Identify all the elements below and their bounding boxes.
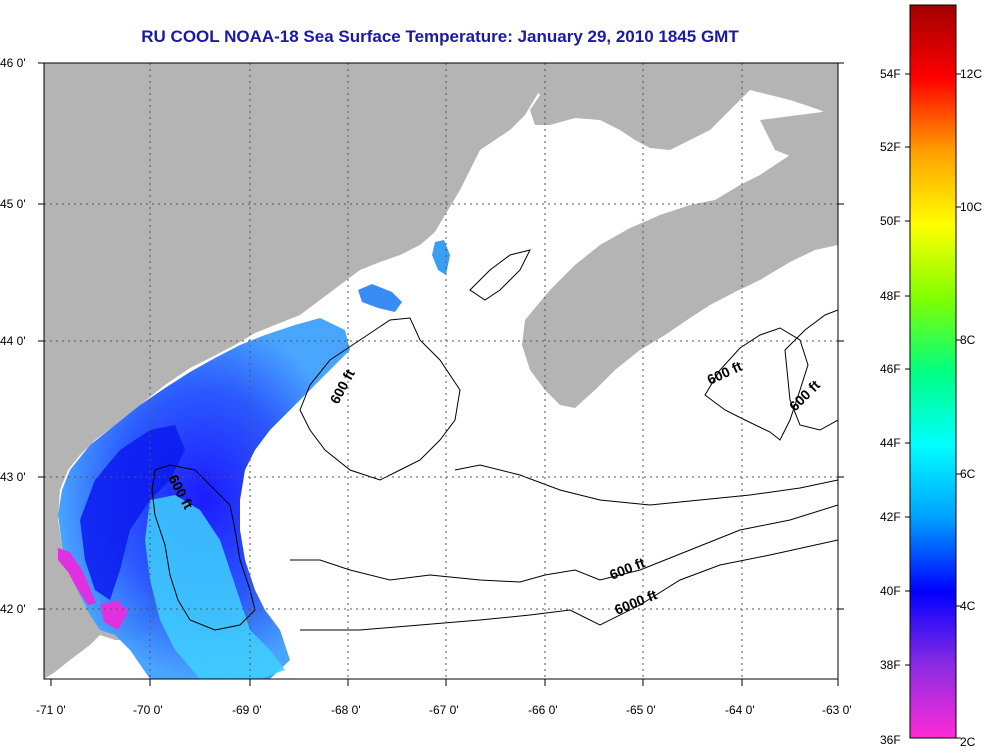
sst-cold-magenta	[58, 548, 96, 605]
cape-breton-land	[760, 110, 838, 160]
map-content	[44, 63, 838, 679]
lat-label: 42 0'	[0, 602, 26, 616]
sst-cold-magenta-capecod	[100, 600, 128, 630]
lon-label: -63 0'	[822, 703, 852, 717]
colorbar-f-label: 42F	[880, 510, 901, 524]
new-england-land	[44, 63, 555, 679]
colorbar-f-label: 38F	[880, 658, 901, 672]
lon-label: -64 0'	[725, 703, 755, 717]
contour-600ft-gulf	[151, 464, 256, 631]
colorbar-c-label: 10C	[960, 200, 982, 214]
longitude-labels: -71 0' -70 0' -69 0' -68 0' -67 0' -66 0…	[36, 703, 852, 717]
colorbar-f-label: 48F	[880, 289, 901, 303]
colorbar-f-label: 44F	[880, 436, 901, 450]
contour-600ft-east	[784, 309, 838, 431]
colorbar-c-label: 4C	[960, 599, 976, 613]
colorbar-f-label: 54F	[880, 67, 901, 81]
colorbar-f-label: 46F	[880, 362, 901, 376]
lon-label: -68 0'	[331, 703, 361, 717]
contour-600ft-scotian	[704, 327, 809, 441]
new-brunswick-land	[520, 63, 838, 150]
lon-label: -67 0'	[429, 703, 459, 717]
colorbar-f-label: 40F	[880, 584, 901, 598]
colorbar-f-label: 50F	[880, 214, 901, 228]
map-ticks	[38, 62, 844, 686]
lon-label: -71 0'	[36, 703, 66, 717]
contour-6000ft	[300, 539, 838, 631]
colorbar-scale	[909, 4, 957, 739]
contour-wilkinson	[454, 464, 838, 506]
contour-600ft-central	[299, 317, 461, 481]
colorbar-ticks	[905, 73, 961, 739]
sst-coastal-band	[58, 318, 350, 679]
sst-patch-bay	[358, 284, 402, 312]
lat-label: 45 0'	[0, 197, 26, 211]
lat-label: 43 0'	[0, 470, 26, 484]
contour-basin-north	[469, 249, 531, 301]
colorbar: 54F 52F 50F 48F 46F 44F 42F 40F 38F 36F …	[880, 4, 982, 749]
lat-label: 44 0'	[0, 334, 26, 348]
lon-label: -65 0'	[626, 703, 656, 717]
colorbar-f-label: 36F	[880, 733, 901, 747]
graticule	[44, 63, 838, 679]
map-frame	[43, 62, 839, 680]
colorbar-c-label: 12C	[960, 67, 982, 81]
map-title: RU COOL NOAA-18 Sea Surface Temperature:…	[141, 27, 739, 46]
lon-label: -69 0'	[232, 703, 262, 717]
lon-label: -70 0'	[133, 703, 163, 717]
colorbar-c-label: 8C	[960, 333, 976, 347]
sst-patch-north	[432, 240, 450, 275]
colorbar-c-label: 2C	[960, 735, 976, 749]
latitude-labels: 46 0' 45 0' 44 0' 43 0' 42 0'	[0, 56, 26, 616]
lat-label: 46 0'	[0, 56, 26, 70]
colorbar-f-label: 52F	[880, 140, 901, 154]
lon-label: -66 0'	[528, 703, 558, 717]
colorbar-c-label: 6C	[960, 467, 976, 481]
nova-scotia-land	[522, 150, 838, 408]
